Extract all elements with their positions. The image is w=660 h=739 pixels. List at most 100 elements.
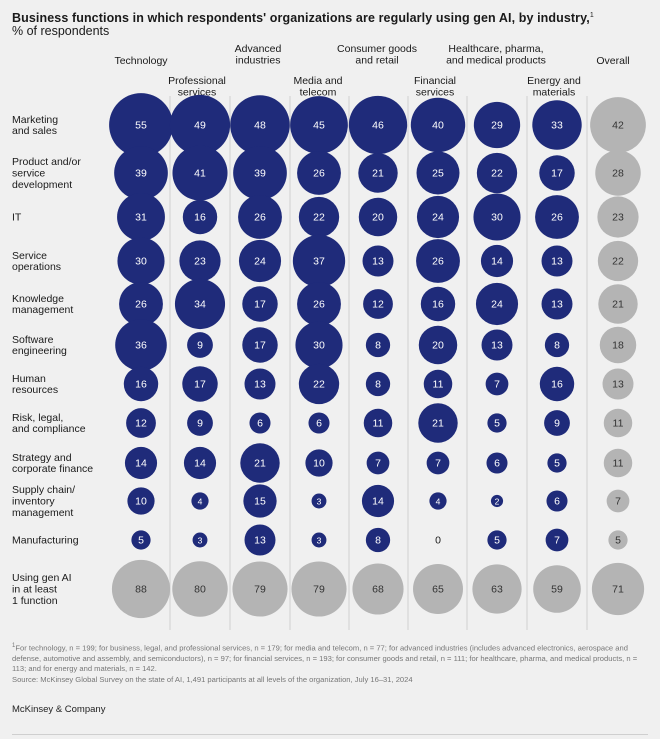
bubble-r4-c3: [238, 239, 282, 283]
bubble-r9-c7: [486, 452, 508, 474]
chart-subtitle: % of respondents: [12, 24, 110, 38]
bubble-value-r6-c3: 17: [254, 340, 266, 352]
bubble-value-r1-c6: 40: [432, 120, 444, 132]
bubble-r5-c6: [420, 286, 456, 322]
bubble-value-r5-c9: 21: [612, 299, 624, 311]
row-label-11: Manufacturing: [12, 535, 79, 547]
bubble-value-r12-c7: 63: [491, 584, 503, 596]
bubble-value-r12-c3: 79: [254, 584, 266, 596]
bubble-r3-c1: [117, 193, 165, 241]
bubble-r8-c6: [418, 403, 458, 443]
bubble-r12-c1: [111, 559, 171, 619]
bubble-value-r5-c5: 12: [372, 299, 384, 311]
bubble-r12-c9: [591, 562, 645, 616]
bubble-value-r4-c5: 13: [372, 256, 384, 268]
bubble-r1-c4: [290, 96, 348, 154]
bubble-value-r1-c7: 29: [491, 120, 503, 132]
bubble-r5-c2: [174, 278, 226, 330]
bubble-value-r1-c4: 45: [313, 120, 325, 132]
bubble-r3-c6: [416, 195, 460, 239]
bubble-value-r1-c1: 55: [135, 120, 147, 132]
column-header-3: Advanced industries: [235, 43, 282, 67]
bubble-r6-c3: [242, 327, 278, 363]
row-label-8: Risk, legal, and compliance: [12, 412, 86, 435]
bubble-r11-c9: [608, 530, 628, 550]
bubble-value-r2-c9: 28: [612, 168, 624, 180]
bubble-r11-c3: [244, 524, 276, 556]
bubble-value-r1-c5: 46: [372, 120, 384, 132]
bubble-value-r10-c5: 14: [372, 496, 384, 508]
bubble-r6-c9: [599, 326, 637, 364]
bubble-value-r11-c5: 8: [375, 535, 381, 547]
bubble-value-r2-c7: 22: [491, 168, 503, 180]
bubble-r12-c7: [472, 564, 522, 614]
bubble-r11-c8: [545, 528, 569, 552]
column-header-8: Energy and materials: [527, 75, 581, 99]
bubble-r1-c8: [532, 100, 582, 150]
bubble-value-r6-c1: 36: [135, 340, 147, 352]
footnote-mark: 1: [12, 643, 16, 649]
bubble-value-r8-c5: 11: [373, 418, 384, 430]
bubble-r9-c2: [183, 446, 217, 480]
bubble-r6-c2: [187, 332, 213, 358]
bubble-value-r7-c1: 16: [135, 379, 147, 391]
bubble-r12-c6: [413, 564, 463, 614]
bottom-divider: [12, 734, 648, 735]
bubble-value-r6-c7: 13: [491, 340, 503, 352]
bubble-r1-c9: [590, 97, 646, 153]
bubble-value-r6-c4: 30: [313, 340, 325, 352]
bubble-value-r8-c6: 21: [432, 418, 444, 430]
bubble-r6-c5: [365, 332, 391, 358]
bubble-r6-c6: [418, 325, 458, 365]
bubble-value-r7-c8: 16: [551, 379, 563, 391]
bubble-value-r9-c4: 10: [313, 458, 325, 470]
column-header-7: Healthcare, pharma, and medical products: [446, 43, 546, 67]
bubble-r10-c4: [311, 493, 327, 509]
bubble-r3-c2: [182, 199, 218, 235]
bubble-r7-c3: [244, 368, 276, 400]
bubble-r1-c1: [109, 93, 173, 157]
bubble-r4-c9: [597, 240, 639, 282]
bubble-r2-c3: [233, 146, 287, 200]
row-label-5: Knowledge management: [12, 293, 73, 316]
bubble-value-r9-c3: 21: [254, 458, 266, 470]
bubble-value-r11-c8: 7: [554, 535, 560, 547]
bubble-value-r4-c3: 24: [254, 256, 266, 268]
bubble-value-r4-c9: 22: [612, 256, 624, 268]
bubble-r3-c8: [535, 195, 579, 239]
bubble-value-r10-c7: 2: [495, 497, 500, 507]
bubble-value-r12-c5: 68: [372, 584, 384, 596]
bubble-value-r10-c6: 4: [436, 497, 441, 507]
bubble-value-r8-c2: 9: [197, 418, 203, 430]
bubble-value-r4-c2: 23: [194, 256, 206, 268]
bubble-r7-c4: [298, 363, 340, 405]
bubble-r8-c1: [126, 408, 156, 438]
bubble-r4-c8: [541, 245, 573, 277]
row-label-12: Using gen AI in at least 1 function: [12, 572, 72, 607]
title-footnote-mark: 1: [589, 12, 594, 19]
bubble-r1-c6: [410, 97, 466, 153]
bubble-r1-c3: [230, 95, 290, 155]
brand-logo-text: McKinsey & Company: [12, 704, 106, 715]
bubble-r2-c7: [476, 152, 518, 194]
bubble-r11-c5: [365, 527, 391, 553]
bubble-r2-c8: [539, 155, 575, 191]
bubble-r11-c7: [487, 530, 507, 550]
bubble-r9-c4: [305, 449, 333, 477]
bubble-r10-c7: [490, 494, 504, 508]
bubble-r12-c4: [291, 561, 347, 617]
source-note: Source: McKinsey Global Survey on the st…: [12, 674, 413, 684]
column-header-6: Financial services: [414, 75, 456, 99]
footnote-text: For technology, n = 199; for business, l…: [12, 643, 638, 674]
bubble-value-r4-c6: 26: [432, 256, 444, 268]
bubble-r2-c9: [595, 150, 641, 196]
bubble-value-r9-c5: 7: [375, 458, 381, 470]
row-label-2: Product and/or service development: [12, 156, 81, 191]
bubble-value-r5-c3: 17: [254, 299, 266, 311]
bubble-r4-c6: [416, 239, 460, 283]
bubble-value-r1-c3: 48: [254, 120, 266, 132]
bubble-value-r5-c4: 26: [313, 299, 325, 311]
bubble-r6-c4: [295, 321, 343, 369]
bubble-r12-c8: [533, 565, 581, 613]
bubble-r3-c9: [597, 196, 639, 238]
